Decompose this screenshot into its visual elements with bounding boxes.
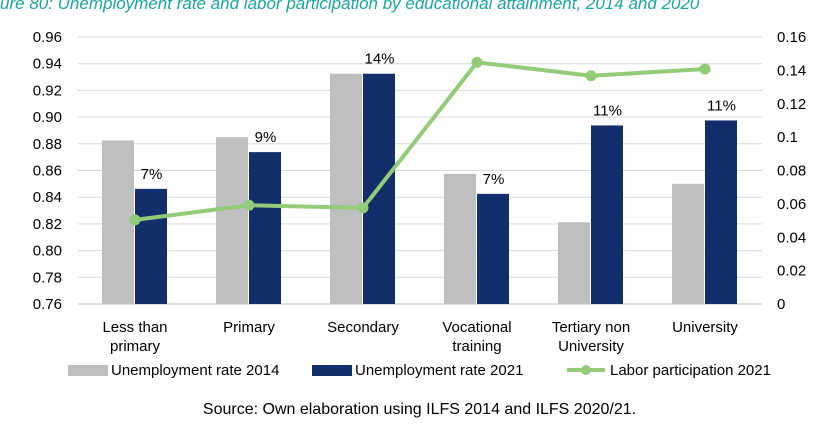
legend-swatch [68, 365, 108, 376]
y-left-tick-label: 0.80 [33, 243, 62, 260]
x-tick-label: primary [110, 338, 161, 355]
y-right-tick-label: 0.12 [777, 96, 806, 113]
y-left-tick-label: 0.94 [33, 56, 62, 73]
data-label: 9% [255, 129, 277, 146]
line-point [471, 56, 483, 68]
x-tick-label: training [452, 338, 501, 355]
bar-unemployment-rate-2021 [705, 120, 737, 304]
y-right-tick-label: 0.04 [777, 229, 806, 246]
x-tick-label: Secondary [327, 319, 399, 336]
x-tick-label: Primary [223, 319, 275, 336]
y-right-tick-label: 0 [777, 296, 785, 313]
x-tick-label: Tertiary non [552, 319, 630, 336]
y-left-tick-label: 0.82 [33, 216, 62, 233]
line-labor-participation-2021 [134, 60, 706, 222]
y-left-tick-label: 0.88 [33, 136, 62, 153]
bar-unemployment-rate-2021 [591, 125, 623, 304]
y-left-tick-label: 0.78 [33, 269, 62, 286]
y-right-tick-label: 0.14 [777, 62, 806, 79]
line-point [243, 199, 255, 211]
bar-unemployment-rate-2021 [249, 152, 281, 304]
bar-unemployment-rate-2014 [102, 140, 134, 304]
y-right-tick-label: 0.16 [777, 29, 806, 46]
y-right-tick-label: 0.08 [777, 163, 806, 180]
y-left-tick-label: 0.84 [33, 189, 62, 206]
x-tick-label: Less than [102, 319, 167, 336]
y-right-tick-label: 0.1 [777, 129, 798, 146]
y-left-tick-label: 0.86 [33, 163, 62, 180]
data-label: 7% [141, 166, 163, 183]
data-label: 11% [707, 97, 736, 114]
line-point [585, 70, 597, 82]
bar-unemployment-rate-2014 [216, 137, 248, 304]
x-tick-label: University [558, 338, 624, 355]
y-right-tick-label: 0.06 [777, 196, 806, 213]
line-point [357, 202, 369, 214]
bar-unemployment-rate-2014 [444, 173, 476, 304]
bar-unemployment-rate-2014 [558, 222, 590, 304]
y-left-tick-label: 0.96 [33, 29, 62, 46]
legend-label: Unemployment rate 2021 [355, 362, 523, 379]
legend-label: Unemployment rate 2014 [111, 362, 279, 379]
y-left-tick-label: 0.92 [33, 82, 62, 99]
y-left-tick-label: 0.76 [33, 296, 62, 313]
legend-swatch [312, 365, 352, 376]
x-tick-label: Vocational [442, 319, 511, 336]
chart-source-note: Source: Own elaboration using ILFS 2014 … [202, 401, 637, 418]
bar-unemployment-rate-2014 [330, 73, 362, 305]
chart-title: ure 80: Unemployment rate and labor part… [0, 0, 700, 13]
bar-unemployment-rate-2014 [672, 183, 704, 304]
data-label: 14% [364, 51, 394, 68]
line-point [129, 214, 141, 226]
y-right-tick-label: 0.02 [777, 263, 806, 280]
data-label: 7% [483, 171, 505, 188]
bar-unemployment-rate-2021 [477, 193, 509, 304]
data-label: 11% [593, 102, 622, 119]
line-point [699, 63, 711, 75]
y-left-tick-label: 0.90 [33, 109, 62, 126]
legend-marker [581, 365, 591, 375]
x-tick-label: University [672, 319, 738, 336]
legend-label: Labor participation 2021 [610, 362, 771, 379]
bar-unemployment-rate-2021 [135, 188, 167, 304]
